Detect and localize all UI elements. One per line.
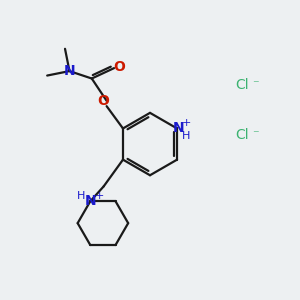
Text: ⁻: ⁻ <box>252 78 259 91</box>
Text: +: + <box>182 118 191 128</box>
Text: +: + <box>95 191 104 201</box>
Text: Cl: Cl <box>235 78 249 92</box>
Text: N: N <box>64 64 75 78</box>
Text: H: H <box>182 131 191 141</box>
Text: Cl: Cl <box>235 128 249 142</box>
Text: N: N <box>173 122 184 136</box>
Text: O: O <box>113 60 125 74</box>
Text: N: N <box>85 194 96 208</box>
Text: ⁻: ⁻ <box>252 129 259 142</box>
Text: H: H <box>76 191 85 201</box>
Text: O: O <box>97 94 109 108</box>
